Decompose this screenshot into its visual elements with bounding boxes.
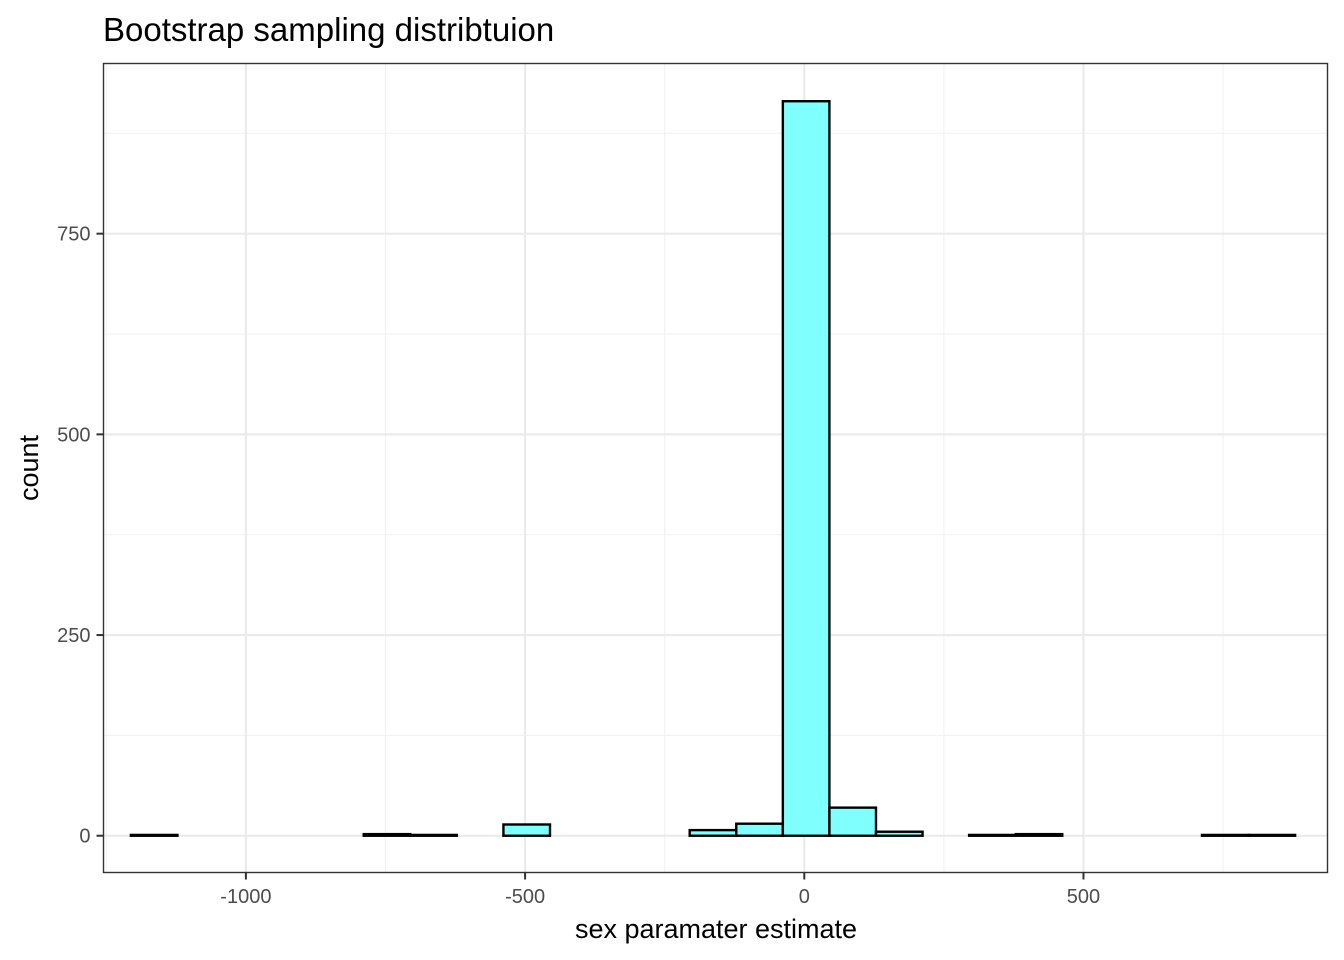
histogram-bar <box>502 823 552 837</box>
y-tick-label: 750 <box>57 224 90 246</box>
histogram-bar <box>362 832 412 837</box>
plot-panel-border <box>102 62 1329 874</box>
x-axis: -1000 -500 0 500 <box>220 872 1100 908</box>
histogram-bar <box>1014 832 1064 837</box>
histogram-bars <box>129 100 1297 837</box>
y-axis: 0 250 500 750 <box>57 224 104 848</box>
histogram-bar <box>409 833 459 837</box>
y-tick-label: 0 <box>79 826 90 848</box>
histogram-bar <box>688 828 738 837</box>
histogram-bar <box>874 830 924 837</box>
x-axis-title: sex paramater estimate <box>575 914 857 944</box>
minor-gridlines <box>103 63 1328 873</box>
y-axis-title: count <box>14 434 44 501</box>
y-tick-label: 500 <box>57 424 90 446</box>
histogram-bar <box>1200 833 1250 837</box>
x-tick-label: 0 <box>799 886 810 908</box>
histogram-bar <box>1247 833 1297 837</box>
histogram-bar <box>828 806 878 837</box>
x-tick-label: -1000 <box>220 886 271 908</box>
x-tick-label: 500 <box>1067 886 1100 908</box>
histogram-bar <box>781 100 831 837</box>
x-tick-label: -500 <box>505 886 545 908</box>
y-tick-label: 250 <box>57 625 90 647</box>
plot-panel-background <box>103 63 1328 873</box>
histogram-bar <box>735 822 785 837</box>
chart-title: Bootstrap sampling distribtuion <box>103 11 554 48</box>
histogram-bar <box>967 833 1017 837</box>
histogram-bar <box>129 833 179 837</box>
